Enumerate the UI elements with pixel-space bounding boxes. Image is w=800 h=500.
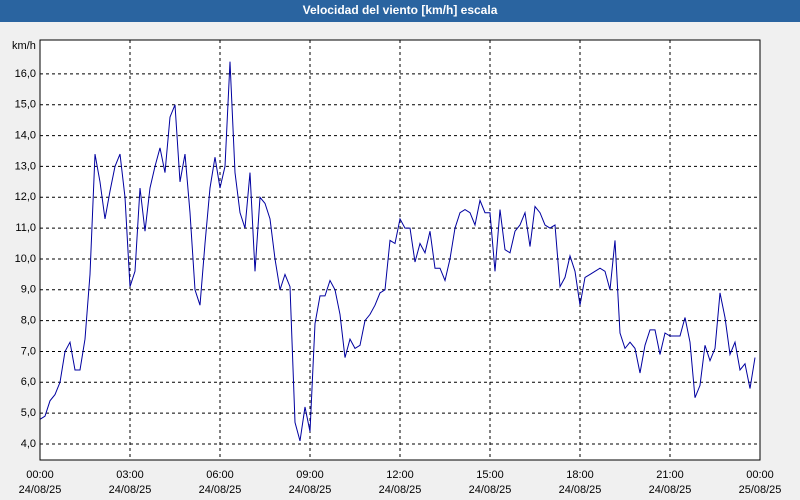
x-tick-date: 24/08/25	[109, 484, 152, 496]
x-tick-date: 24/08/25	[649, 484, 692, 496]
x-tick-label: 06:00	[206, 469, 234, 481]
wind-line	[39, 61, 756, 442]
y-tick-label: 4,0	[21, 438, 36, 450]
x-tick-date: 24/08/25	[19, 484, 62, 496]
plot-border	[39, 39, 761, 461]
x-tick-date: 25/08/25	[739, 484, 782, 496]
x-tick-date: 24/08/25	[559, 484, 602, 496]
y-tick-label: 5,0	[21, 407, 36, 419]
chart-title: Velocidad del viento [km/h] escala	[303, 3, 498, 17]
y-tick-label: 15,0	[15, 99, 36, 111]
y-tick-label: 14,0	[15, 130, 36, 142]
y-tick-label: 16,0	[15, 68, 36, 80]
x-tick-date: 24/08/25	[379, 484, 422, 496]
x-tick-label: 00:00	[746, 469, 774, 481]
x-tick-date: 24/08/25	[199, 484, 242, 496]
y-unit: km/h	[12, 40, 36, 52]
x-tick-date: 24/08/25	[469, 484, 512, 496]
title-bar	[0, 0, 800, 22]
y-tick-label: 6,0	[21, 376, 36, 388]
y-tick-label: 10,0	[15, 253, 36, 265]
x-tick-label: 03:00	[116, 469, 144, 481]
x-tick-label: 00:00	[26, 469, 54, 481]
y-tick-label: 11,0	[15, 222, 36, 234]
x-tick-label: 15:00	[476, 469, 504, 481]
y-tick-label: 9,0	[21, 284, 36, 296]
x-tick-label: 12:00	[386, 469, 414, 481]
x-tick-label: 18:00	[566, 469, 594, 481]
y-tick-label: 8,0	[21, 315, 36, 327]
y-tick-label: 13,0	[15, 160, 36, 172]
y-tick-label: 12,0	[15, 191, 36, 203]
x-tick-date: 24/08/25	[289, 484, 332, 496]
y-tick-label: 7,0	[21, 345, 36, 357]
x-tick-label: 21:00	[656, 469, 684, 481]
x-tick-label: 09:00	[296, 469, 324, 481]
